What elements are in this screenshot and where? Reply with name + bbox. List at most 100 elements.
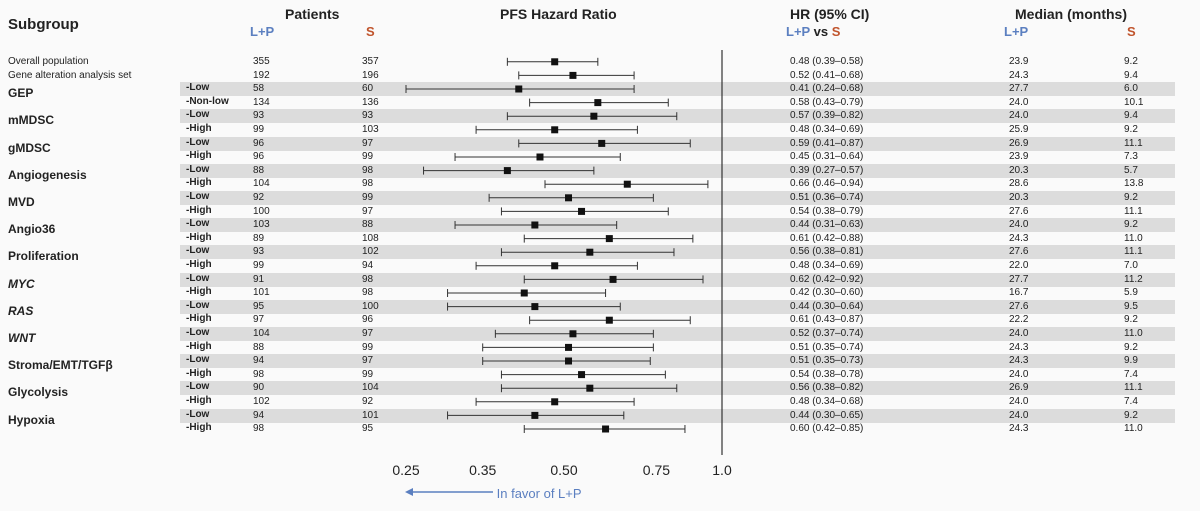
- group-label: Stroma/EMT/TGFβ: [8, 358, 113, 373]
- patients-s: 88: [362, 219, 374, 231]
- forest-row-mark: [475, 397, 635, 406]
- level-label: -Low: [186, 109, 210, 121]
- row-stripe: [180, 327, 1175, 341]
- level-label: -High: [186, 340, 212, 352]
- level-label: -Low: [186, 163, 210, 175]
- group-label: Gene alteration analysis set: [8, 69, 132, 81]
- row-stripe: [180, 82, 1175, 97]
- patients-s: 98: [362, 164, 374, 176]
- hr-ci-text: 0.52 (0.37–0.74): [790, 328, 864, 339]
- hr-ci-text: 0.41 (0.24–0.68): [790, 83, 864, 95]
- level-label: -Low: [186, 381, 210, 393]
- patients-lp: 88: [253, 164, 265, 176]
- median-lp: 24.0: [1009, 396, 1029, 407]
- hr-point: [565, 194, 573, 202]
- hr-ci-text: 0.61 (0.42–0.88): [790, 232, 864, 244]
- group-label: GEP: [8, 86, 34, 101]
- patients-s: 97: [362, 137, 374, 149]
- median-lp: 27.6: [1009, 205, 1029, 217]
- level-label: -High: [186, 286, 212, 298]
- median-s: 7.3: [1124, 151, 1138, 163]
- median-lp: 24.0: [1009, 110, 1029, 122]
- patients-s: 357: [362, 56, 379, 67]
- level-label: -Low: [186, 408, 210, 420]
- patients-s: 196: [362, 69, 379, 81]
- forest-row-mark: [500, 370, 666, 379]
- forest-row-mark: [488, 193, 654, 202]
- hr-point: [586, 384, 594, 392]
- patients-s: 97: [362, 355, 374, 367]
- median-s: 9.4: [1124, 69, 1138, 81]
- hr-ci-text: 0.52 (0.41–0.68): [790, 69, 864, 81]
- group-label: Hypoxia: [8, 412, 55, 427]
- forest-row-mark: [500, 248, 675, 257]
- x-tick-label: 0.35: [469, 462, 497, 478]
- patients-lp: 355: [253, 56, 270, 67]
- group-label: MVD: [8, 195, 35, 209]
- hr-ci-text: 0.60 (0.42–0.85): [790, 423, 864, 435]
- row-stripe: [180, 191, 1175, 205]
- patients-lp: 103: [253, 219, 270, 231]
- median-s: 5.7: [1124, 164, 1138, 176]
- patients-s: 100: [362, 300, 379, 312]
- median-s: 9.5: [1124, 300, 1138, 312]
- level-label: -Low: [186, 354, 210, 366]
- row-stripe: [180, 109, 1175, 124]
- patients-lp: 134: [253, 96, 270, 108]
- hr-ci-text: 0.54 (0.38–0.78): [790, 368, 864, 380]
- level-label: -Low: [186, 82, 210, 94]
- forest-row-mark: [475, 261, 638, 270]
- hr-ci-text: 0.51 (0.36–0.74): [790, 192, 864, 203]
- hr-point: [623, 180, 631, 188]
- hr-ci-text: 0.44 (0.31–0.63): [790, 219, 864, 231]
- hr-point: [594, 99, 602, 107]
- x-tick-label: 0.50: [550, 462, 578, 478]
- hr-point: [531, 411, 539, 419]
- median-s: 6.0: [1124, 83, 1138, 95]
- median-lp: 20.3: [1009, 192, 1029, 203]
- median-lp: 23.9: [1009, 56, 1029, 67]
- hr-point: [551, 126, 559, 134]
- forest-row-mark: [506, 57, 599, 66]
- hr-point: [586, 248, 594, 256]
- hr-ci-text: 0.44 (0.30–0.64): [790, 300, 864, 312]
- forest-row-mark: [405, 85, 635, 93]
- forest-row-mark: [482, 357, 651, 365]
- group-label: RAS: [8, 303, 34, 318]
- hr-ci-text: 0.51 (0.35–0.73): [790, 355, 864, 367]
- median-lp: 27.7: [1009, 273, 1029, 285]
- median-s: 13.8: [1124, 178, 1144, 190]
- median-lp: 27.6: [1009, 300, 1029, 312]
- hr-point: [551, 58, 559, 66]
- median-s: 11.2: [1124, 273, 1143, 285]
- level-label: -Low: [186, 327, 210, 338]
- patients-s: 101: [362, 409, 379, 421]
- level-label: -Low: [186, 299, 210, 311]
- forest-row-mark: [518, 71, 635, 80]
- patients-s: 94: [362, 260, 374, 271]
- forest-row-mark: [544, 180, 709, 189]
- patients-lp: 100: [253, 205, 270, 217]
- patients-lp: 91: [253, 273, 265, 285]
- patients-s: 97: [362, 205, 374, 217]
- median-lp: 27.6: [1009, 246, 1029, 258]
- hr-point: [598, 139, 606, 147]
- x-tick-label: 0.25: [392, 462, 420, 478]
- median-lp-header: L+P: [1004, 24, 1029, 39]
- forest-row-mark: [447, 411, 625, 420]
- hr-point: [609, 275, 617, 283]
- hr-ci-text: 0.58 (0.43–0.79): [790, 96, 864, 108]
- hr-ci-text: 0.48 (0.39–0.58): [790, 56, 864, 67]
- hr-ci-text: 0.44 (0.30–0.65): [790, 409, 864, 421]
- patients-lp: 90: [253, 382, 265, 394]
- level-label: -Low: [186, 191, 210, 202]
- median-s: 11.0: [1124, 328, 1143, 339]
- group-label: Proliferation: [8, 249, 79, 264]
- lp-vs-s-lp: L+P: [786, 24, 810, 39]
- median-lp: 24.0: [1009, 219, 1029, 231]
- favor-label: In favor of L+P: [405, 486, 582, 501]
- patients-lp: 99: [253, 124, 265, 135]
- patients-s: 136: [362, 96, 379, 108]
- patients-lp: 96: [253, 137, 265, 149]
